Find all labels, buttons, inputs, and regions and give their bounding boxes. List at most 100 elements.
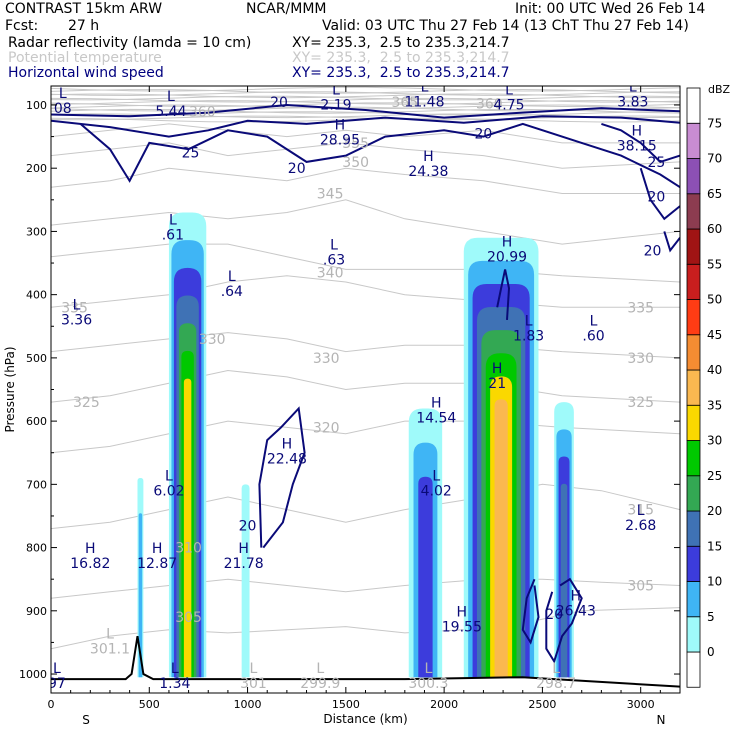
extremum-marker: H xyxy=(502,234,513,250)
extremum-value: 08 xyxy=(54,101,72,117)
theta-contour-label: 325 xyxy=(627,395,654,411)
theta-contour xyxy=(51,142,680,169)
theta-contour-label: 315 xyxy=(627,503,654,519)
extremum-marker: H xyxy=(571,588,582,604)
colorbar-level-label: 35 xyxy=(707,398,722,412)
field-1-name: Radar reflectivity (lamda = 10 cm) xyxy=(8,35,252,51)
extremum-marker: L xyxy=(590,313,598,329)
extremum-value: 11.48 xyxy=(404,94,444,110)
colorbar-level-label: 15 xyxy=(707,539,722,553)
extremum-value: 12.87 xyxy=(137,556,177,572)
wind-contour xyxy=(545,577,583,664)
theta-contour-label: 360 xyxy=(189,104,216,120)
colorbar-level-label: 60 xyxy=(707,222,722,236)
wind-contour xyxy=(496,269,511,320)
theta-contour xyxy=(51,199,680,245)
theta-contour-label: 325 xyxy=(73,395,100,411)
extremum-marker: H xyxy=(282,437,293,453)
y-tick-label: 900 xyxy=(26,605,47,618)
colorbar-swatch xyxy=(686,404,701,441)
terrain-line xyxy=(51,635,680,688)
extremum-marker: L xyxy=(629,79,637,95)
extremum-marker: L xyxy=(316,661,324,677)
extremum-value: 16.82 xyxy=(70,556,110,572)
extremum-value: 5.44 xyxy=(155,104,186,120)
wind-contour-label: 20 xyxy=(644,243,662,259)
extremum-value: 301 xyxy=(240,676,267,692)
theta-contour xyxy=(51,607,680,650)
extremum-value: 26.43 xyxy=(556,603,596,619)
extremum-value: 24.38 xyxy=(408,164,448,180)
extremum-marker: L xyxy=(165,468,173,484)
theta-contour xyxy=(51,369,680,403)
colorbar-swatch xyxy=(686,369,701,406)
extremum-value: 2.68 xyxy=(625,518,656,534)
forecast-label: Fcst: xyxy=(5,18,39,34)
valid-time: Valid: 03 UTC Thu 27 Feb 14 (13 ChT Thu … xyxy=(322,18,689,34)
wind-contour-label: 25 xyxy=(647,155,665,171)
theta-contour xyxy=(51,483,680,530)
theta-contour-label: 335 xyxy=(627,300,654,316)
extremum-marker: L xyxy=(424,661,432,677)
south-label: S xyxy=(82,713,90,727)
wind-contour xyxy=(51,115,680,138)
y-tick-label: 800 xyxy=(26,542,47,555)
extremum-marker: H xyxy=(335,117,346,133)
theta-contour-label: 355 xyxy=(342,136,369,152)
colorbar-swatch xyxy=(686,122,701,159)
colorbar-swatch xyxy=(686,545,701,582)
extremum-value: 4.75 xyxy=(493,98,524,114)
extremum-marker: L xyxy=(525,313,533,329)
theta-contour xyxy=(51,578,680,599)
x-tick-label: 2500 xyxy=(528,698,556,711)
x-axis-label: Distance (km) xyxy=(323,712,407,726)
wind-contour xyxy=(79,122,680,189)
wind-contour xyxy=(521,578,540,645)
colorbar-swatch xyxy=(686,263,701,300)
colorbar-swatch xyxy=(686,87,701,124)
extremum-value: 97 xyxy=(48,676,66,692)
colorbar-swatch xyxy=(686,616,701,653)
colorbar-swatch xyxy=(686,228,701,265)
colorbar-level-label: 70 xyxy=(707,152,722,166)
theta-contour-label: 330 xyxy=(627,351,654,367)
colorbar-level-label: 45 xyxy=(707,328,722,342)
colorbar-level-label: 55 xyxy=(707,257,722,271)
extremum-value: 21 xyxy=(488,376,506,392)
field-3-xy: XY= 235.3, 2.5 to 235.3,214.7 xyxy=(292,65,510,81)
colorbar-level-label: 75 xyxy=(707,116,722,130)
x-tick-label: 3000 xyxy=(627,698,655,711)
extremum-marker: L xyxy=(59,86,67,102)
theta-contour xyxy=(51,93,680,99)
field-3-name: Horizontal wind speed xyxy=(8,65,164,81)
x-tick-label: 0 xyxy=(48,698,55,711)
theta-contour xyxy=(51,95,680,101)
theta-contour-label: 335 xyxy=(61,300,88,316)
extremum-value: 1.83 xyxy=(513,328,544,344)
x-tick-label: 1500 xyxy=(332,698,360,711)
reflectivity-shade xyxy=(494,399,508,678)
extremum-value: 2.19 xyxy=(320,98,351,114)
y-tick-label: 500 xyxy=(26,352,47,365)
extremum-value: 300.3 xyxy=(408,676,448,692)
extremum-value: 298.7 xyxy=(536,676,576,692)
colorbar-swatch xyxy=(686,440,701,477)
colorbar-level-label: 25 xyxy=(707,469,722,483)
theta-contour xyxy=(51,275,680,308)
y-tick-label: 700 xyxy=(26,478,47,491)
wind-contour xyxy=(663,231,680,253)
colorbar-level-label: 5 xyxy=(707,610,715,624)
extremum-marker: L xyxy=(73,298,81,314)
y-tick-label: 600 xyxy=(26,415,47,428)
colorbar-level-label: 0 xyxy=(707,645,715,659)
y-axis-label: Pressure (hPa) xyxy=(3,346,17,432)
extremum-value: .61 xyxy=(162,227,184,243)
wind-contour-label: 20 xyxy=(270,95,288,111)
wind-contour-label: 20 xyxy=(545,607,563,623)
theta-contour xyxy=(51,104,680,110)
wind-contour xyxy=(258,406,306,549)
wind-contour-label: 20 xyxy=(475,126,493,142)
extremum-value: 1.34 xyxy=(159,676,190,692)
model-title: CONTRAST 15km ARW xyxy=(5,1,163,17)
y-tick-label: 1000 xyxy=(19,668,47,681)
